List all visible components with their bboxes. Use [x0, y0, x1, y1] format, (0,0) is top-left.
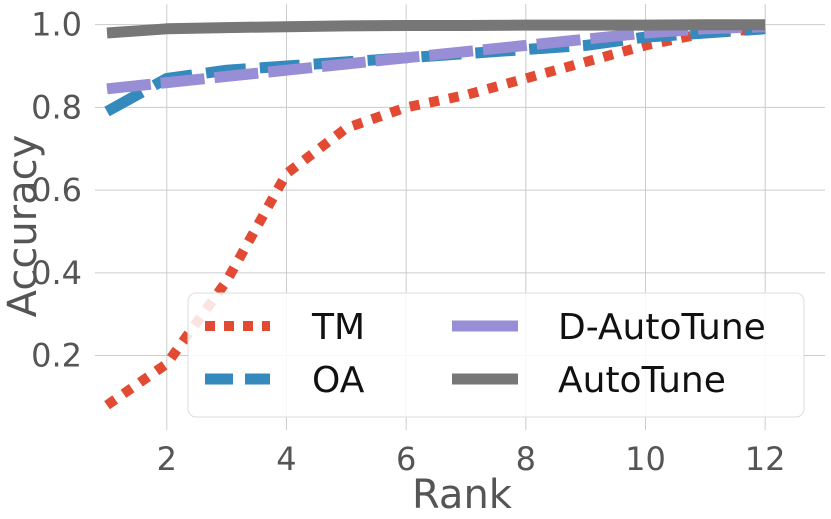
- legend-label-tm: TM: [311, 307, 365, 348]
- y-tick-label: 0.2: [31, 337, 82, 375]
- legend-label-oa: OA: [312, 360, 365, 401]
- legend: TM OA D-AutoTune AutoTune: [187, 292, 805, 418]
- y-tick-label: 0.8: [31, 88, 82, 126]
- y-axis-label: Accuracy: [0, 135, 46, 318]
- y-tick-label: 0.6: [31, 171, 82, 209]
- x-tick-label: 10: [625, 440, 666, 478]
- tick-labels: 2 4 6 8 10 12 0.2 0.4 0.6 0.8 1.0: [31, 6, 785, 478]
- x-tick-label: 8: [516, 440, 536, 478]
- series-line-d-autotune: [106, 21, 766, 95]
- x-tick-label: 12: [745, 440, 786, 478]
- series-layer: [104, 19, 766, 410]
- legend-label-autotune: AutoTune: [558, 360, 726, 401]
- series-line-autotune: [106, 19, 766, 39]
- x-tick-label: 2: [157, 440, 177, 478]
- legend-label-d-autotune: D-AutoTune: [558, 307, 766, 348]
- series-line-tm: [104, 23, 766, 410]
- y-tick-label: 0.4: [31, 254, 82, 292]
- x-tick-label: 6: [396, 440, 416, 478]
- y-tick-label: 1.0: [31, 6, 82, 44]
- x-axis-label: Rank: [412, 472, 513, 518]
- x-tick-label: 4: [276, 440, 296, 478]
- legend-box: [187, 292, 805, 418]
